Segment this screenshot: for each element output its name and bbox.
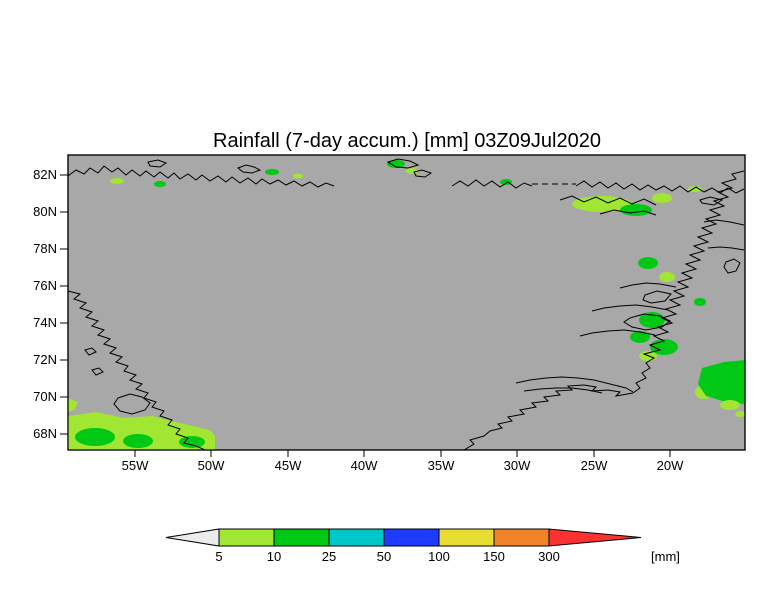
coastline-island-disko	[113, 393, 151, 415]
lon-ticks	[134, 450, 671, 457]
colorbar-tick-label: 10	[267, 549, 281, 564]
lat-tick-label: 76N	[33, 278, 57, 293]
rain-patch-green	[694, 298, 706, 306]
colorbar-tick-label: 300	[538, 549, 560, 564]
rain-patch-light	[572, 196, 632, 212]
coastline-island	[413, 169, 433, 178]
lat-tick-label: 80N	[33, 204, 57, 219]
lon-tick-label: 35W	[428, 458, 455, 473]
colorbar-segment	[273, 528, 330, 547]
lon-tick-label: 55W	[122, 458, 149, 473]
map-frame	[67, 154, 746, 451]
rain-patch-light	[720, 400, 740, 410]
coastline-west	[68, 290, 206, 450]
colorbar-segment	[328, 528, 385, 547]
coastline-island	[642, 290, 672, 304]
rain-patch-light	[293, 173, 303, 179]
lat-tick-label: 74N	[33, 315, 57, 330]
coastline-southeast	[463, 384, 634, 450]
rain-patch-green	[123, 434, 153, 448]
coastline-ne-fjord	[559, 195, 657, 206]
lon-tick-label: 45W	[275, 458, 302, 473]
coastline-group	[68, 158, 745, 450]
colorbar-tick-label: 100	[428, 549, 450, 564]
rain-patch-light	[688, 186, 702, 192]
colorbar-tick-label: 50	[377, 549, 391, 564]
coastline-island	[723, 258, 741, 274]
rain-patch-light	[652, 193, 672, 203]
rain-patch-green	[500, 179, 512, 185]
coastline-north-east	[575, 180, 745, 194]
rain-patch-green	[75, 428, 115, 446]
rain-patch-light	[735, 411, 745, 417]
coastline-north-west	[68, 165, 335, 188]
lat-tick-label: 70N	[33, 389, 57, 404]
rain-patch-green	[265, 169, 279, 175]
coastline-island	[623, 313, 671, 331]
coastline-island	[147, 159, 168, 168]
colorbar-segment	[438, 528, 495, 547]
colorbar-segment	[493, 528, 550, 547]
lat-tick-label: 82N	[33, 167, 57, 182]
coastline-island	[84, 347, 97, 356]
coastline-east-fjord	[619, 282, 677, 289]
lon-tick-label: 25W	[581, 458, 608, 473]
rain-patch-green	[387, 160, 405, 168]
colorbar-tick-label: 25	[322, 549, 336, 564]
coastline-island	[91, 367, 104, 376]
colorbar	[165, 528, 642, 547]
coastline-scoresby-fjord	[523, 387, 603, 394]
coastline-island	[386, 158, 420, 169]
rain-patch-green	[154, 181, 166, 187]
coastline-east-fjord	[707, 246, 745, 251]
coastline-east-fjord	[591, 304, 669, 312]
lon-tick-label: 20W	[657, 458, 684, 473]
coastline-scoresby-fjord	[515, 376, 634, 393]
chart-title: Rainfall (7-day accum.) [mm] 03Z09Jul202…	[213, 130, 601, 152]
rain-patch-green	[620, 204, 652, 216]
lat-tick-label: 72N	[33, 352, 57, 367]
rain-patch-light	[659, 272, 675, 282]
lon-tick-label: 30W	[504, 458, 531, 473]
colorbar-tick-label: 150	[483, 549, 505, 564]
coastline-island	[237, 164, 262, 174]
coastline-north-east	[451, 179, 533, 189]
colorbar-segment	[218, 528, 275, 547]
lat-tick-label: 68N	[33, 426, 57, 441]
lat-ticks	[60, 174, 68, 435]
lon-tick-label: 50W	[198, 458, 225, 473]
colorbar-arrow-left	[165, 528, 220, 547]
colorbar-segment	[383, 528, 440, 547]
lon-tick-label: 40W	[351, 458, 378, 473]
coastline-ne-fjord	[599, 209, 657, 216]
rain-patch-light	[406, 168, 418, 174]
colorbar-unit-label: [mm]	[651, 549, 680, 564]
rain-patch-green	[179, 436, 205, 448]
colorbar-tick-label: 5	[215, 549, 222, 564]
rain-patch-light	[68, 398, 78, 412]
lat-tick-label: 78N	[33, 241, 57, 256]
rain-patch-green	[698, 360, 745, 404]
coastline-east	[632, 170, 745, 394]
rain-patch-green	[630, 331, 650, 343]
colorbar-arrow-right	[548, 528, 642, 547]
rain-patch-light	[110, 178, 124, 184]
rain-patch-green	[638, 257, 658, 269]
coastline-east-fjord	[579, 329, 656, 337]
coastline-east-fjord	[703, 219, 745, 226]
